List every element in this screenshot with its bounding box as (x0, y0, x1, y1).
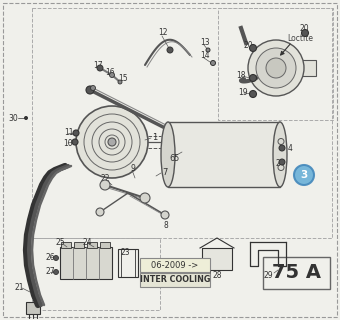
Circle shape (279, 145, 285, 151)
Text: 1: 1 (152, 132, 157, 141)
Text: 19: 19 (238, 87, 248, 97)
Circle shape (250, 44, 256, 52)
Circle shape (108, 138, 116, 146)
Text: 4: 4 (288, 143, 293, 153)
Circle shape (294, 165, 314, 185)
FancyBboxPatch shape (87, 242, 97, 248)
Circle shape (53, 255, 58, 260)
FancyBboxPatch shape (140, 258, 210, 272)
FancyBboxPatch shape (100, 242, 110, 248)
Circle shape (72, 139, 78, 145)
Circle shape (109, 73, 115, 77)
FancyBboxPatch shape (168, 122, 280, 187)
Text: 26: 26 (45, 252, 55, 261)
FancyBboxPatch shape (26, 302, 40, 314)
FancyBboxPatch shape (74, 242, 84, 248)
Text: 16: 16 (105, 68, 115, 76)
FancyBboxPatch shape (140, 273, 210, 287)
Text: 28: 28 (212, 270, 222, 279)
FancyBboxPatch shape (61, 242, 71, 248)
Circle shape (206, 48, 210, 52)
Text: 17: 17 (93, 60, 103, 69)
Text: 9: 9 (130, 164, 135, 172)
Circle shape (250, 75, 256, 82)
FancyBboxPatch shape (294, 60, 316, 76)
Text: INTER COOLING: INTER COOLING (140, 276, 210, 284)
Text: 23: 23 (120, 247, 130, 257)
Text: 6: 6 (169, 154, 175, 163)
Circle shape (210, 60, 216, 66)
Text: 29: 29 (263, 270, 273, 279)
Circle shape (250, 91, 256, 98)
Text: 27: 27 (45, 268, 55, 276)
Text: 06-2009 ->: 06-2009 -> (151, 260, 199, 269)
Text: 2: 2 (275, 158, 280, 167)
Text: 10: 10 (63, 139, 73, 148)
Circle shape (302, 29, 308, 36)
Circle shape (279, 159, 285, 165)
Text: 30: 30 (8, 114, 18, 123)
Circle shape (86, 86, 94, 94)
Text: 75 A: 75 A (272, 263, 321, 283)
Circle shape (97, 65, 103, 71)
Circle shape (161, 211, 169, 219)
Text: 3: 3 (300, 170, 308, 180)
Circle shape (140, 193, 150, 203)
Circle shape (24, 116, 28, 119)
Text: 12: 12 (158, 28, 168, 36)
Text: 8: 8 (163, 220, 168, 229)
Circle shape (266, 58, 286, 78)
Ellipse shape (161, 122, 175, 187)
Circle shape (118, 80, 122, 84)
Circle shape (96, 208, 104, 216)
FancyBboxPatch shape (263, 257, 330, 289)
Text: 7: 7 (162, 167, 167, 177)
Text: 24: 24 (82, 237, 91, 246)
Text: 11: 11 (64, 127, 73, 137)
Circle shape (90, 85, 96, 91)
Text: 18: 18 (236, 70, 245, 79)
Text: Loctite: Loctite (287, 34, 313, 43)
FancyBboxPatch shape (60, 247, 112, 279)
Circle shape (53, 269, 58, 275)
Text: 5: 5 (173, 154, 178, 163)
Text: 25: 25 (55, 237, 65, 246)
Circle shape (167, 47, 173, 53)
Circle shape (248, 40, 304, 96)
Text: 13: 13 (200, 37, 210, 46)
FancyBboxPatch shape (202, 248, 232, 270)
Text: 20: 20 (243, 41, 253, 50)
Text: 14: 14 (200, 51, 210, 60)
Circle shape (73, 130, 79, 136)
Circle shape (256, 48, 296, 88)
Circle shape (100, 180, 110, 190)
Circle shape (76, 106, 148, 178)
Text: 20: 20 (300, 23, 310, 33)
Text: 21: 21 (14, 284, 23, 292)
Text: 15: 15 (118, 74, 128, 83)
Ellipse shape (273, 122, 287, 187)
Text: 22: 22 (100, 173, 109, 182)
